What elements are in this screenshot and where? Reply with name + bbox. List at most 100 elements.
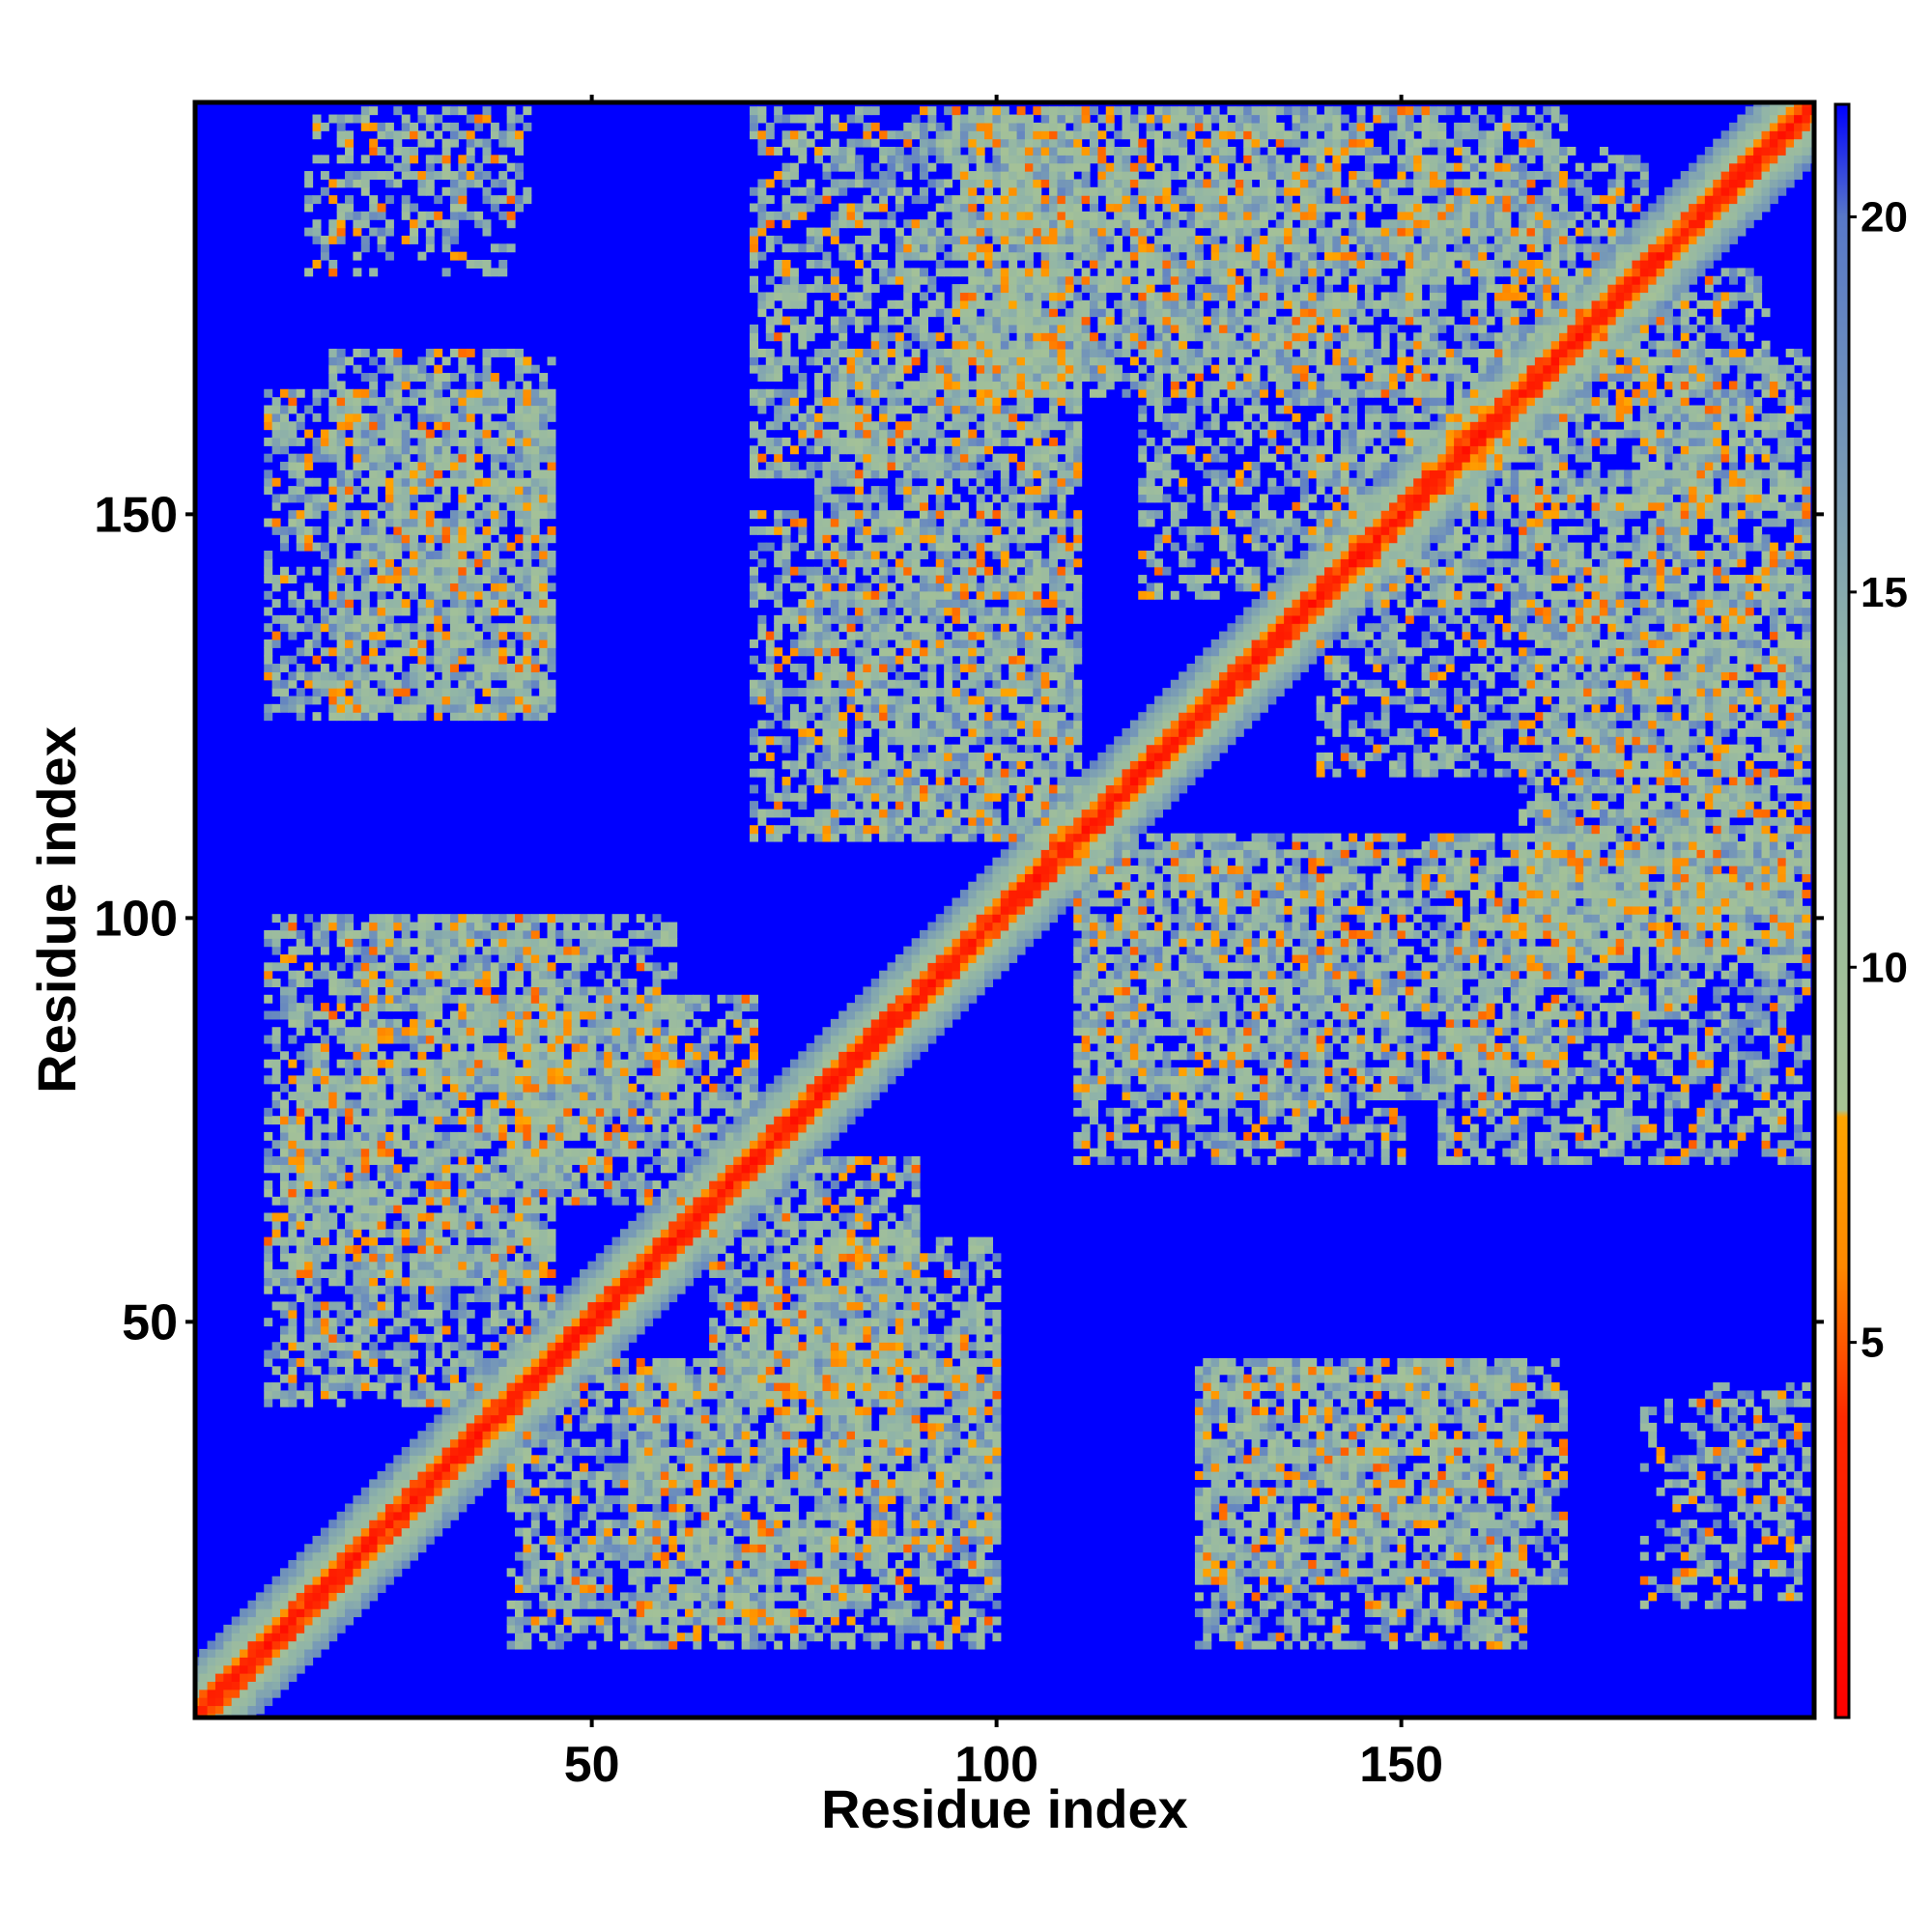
heatmap-cell (426, 1197, 435, 1206)
heatmap-cell (337, 381, 346, 389)
heatmap-cell (644, 1601, 653, 1609)
heatmap-cell (604, 1019, 612, 1028)
heatmap-cell (361, 219, 370, 228)
heatmap-cell (507, 243, 516, 252)
heatmap-cell (515, 930, 524, 939)
heatmap-cell (531, 1625, 540, 1634)
heatmap-cell (458, 575, 467, 583)
heatmap-cell (304, 1601, 313, 1609)
heatmap-cell (417, 502, 426, 511)
heatmap-cell (637, 1149, 645, 1157)
heatmap-cell (458, 591, 467, 600)
heatmap-cell (402, 115, 411, 124)
heatmap-cell (434, 639, 442, 648)
heatmap-cell (321, 1318, 329, 1326)
heatmap-cell (515, 1584, 524, 1593)
heatmap-cell (304, 1156, 313, 1165)
heatmap-cell (580, 1318, 588, 1326)
heatmap-cell (491, 462, 499, 470)
heatmap-cell (539, 406, 548, 414)
heatmap-cell (393, 1237, 402, 1246)
heatmap-cell (563, 1560, 572, 1569)
heatmap-cell (240, 1665, 248, 1674)
heatmap-cell (426, 688, 435, 696)
heatmap-cell (442, 478, 451, 487)
heatmap-cell (628, 1568, 637, 1577)
heatmap-cell (272, 406, 281, 414)
heatmap-cell (280, 1350, 289, 1359)
heatmap-cell (247, 1617, 256, 1626)
heatmap-cell (297, 1140, 305, 1149)
heatmap-cell (507, 1067, 516, 1076)
heatmap-cell (272, 962, 281, 971)
heatmap-cell (693, 1067, 701, 1076)
heatmap-cell (442, 1132, 451, 1141)
heatmap-cell (410, 1092, 418, 1100)
heatmap-cell (548, 1051, 556, 1060)
heatmap-cell (580, 1512, 588, 1520)
heatmap-cell (628, 1132, 637, 1141)
heatmap-cell (297, 421, 305, 430)
heatmap-cell (531, 551, 540, 559)
heatmap-cell (523, 1036, 531, 1044)
heatmap-cell (385, 582, 394, 591)
heatmap-cell (458, 1019, 467, 1028)
heatmap-cell (604, 1568, 612, 1577)
heatmap-cell (677, 1633, 686, 1641)
heatmap-cell (450, 656, 459, 665)
heatmap-cell (450, 534, 459, 543)
heatmap-cell (450, 591, 459, 600)
heatmap-cell (515, 914, 524, 923)
heatmap-cell (337, 1358, 346, 1367)
heatmap-cell (491, 1229, 499, 1237)
heatmap-cell (467, 671, 475, 680)
heatmap-cell (385, 1544, 394, 1552)
heatmap-cell (337, 204, 346, 213)
heatmap-cell (474, 534, 483, 543)
heatmap-cell (548, 534, 556, 543)
heatmap-cell (353, 938, 361, 947)
heatmap-cell (353, 268, 361, 276)
heatmap-cell (378, 413, 386, 422)
heatmap-cell (223, 1633, 232, 1641)
heatmap-cell (297, 704, 305, 713)
heatmap-cell (498, 1382, 507, 1391)
heatmap-cell (353, 406, 361, 414)
heatmap-cell (442, 954, 451, 963)
heatmap-cell (652, 1488, 661, 1496)
heatmap-cell (385, 543, 394, 552)
heatmap-cell (353, 252, 361, 261)
heatmap-cell (361, 115, 370, 124)
heatmap-cell (539, 1423, 548, 1432)
heatmap-cell (434, 155, 442, 163)
heatmap-cell (652, 1463, 661, 1472)
heatmap-cell (426, 1092, 435, 1100)
heatmap-cell (652, 1245, 661, 1254)
heatmap-cell (378, 1156, 386, 1165)
heatmap-cell (385, 1173, 394, 1181)
heatmap-cell (644, 1390, 653, 1399)
heatmap-cell (539, 502, 548, 511)
heatmap-cell (417, 430, 426, 439)
heatmap-cell (652, 1027, 661, 1036)
heatmap-cell (587, 1512, 596, 1520)
heatmap-cell (402, 1455, 411, 1463)
heatmap-cell (507, 680, 516, 689)
heatmap-cell (563, 1326, 572, 1335)
heatmap-cell (580, 1003, 588, 1011)
heatmap-cell (515, 615, 524, 624)
heatmap-cell (450, 1164, 459, 1173)
heatmap-cell (587, 1577, 596, 1585)
heatmap-cell (467, 1406, 475, 1415)
heatmap-cell (507, 608, 516, 616)
heatmap-cell (361, 397, 370, 406)
heatmap-cell (644, 1205, 653, 1213)
heatmap-cell (482, 1358, 491, 1367)
heatmap-cell (644, 986, 653, 995)
heatmap-cell (345, 582, 354, 591)
heatmap-cell (434, 1334, 442, 1343)
heatmap-cell (385, 947, 394, 955)
heatmap-cell (637, 1584, 645, 1593)
heatmap-cell (596, 1455, 605, 1463)
heatmap-cell (604, 1099, 612, 1108)
